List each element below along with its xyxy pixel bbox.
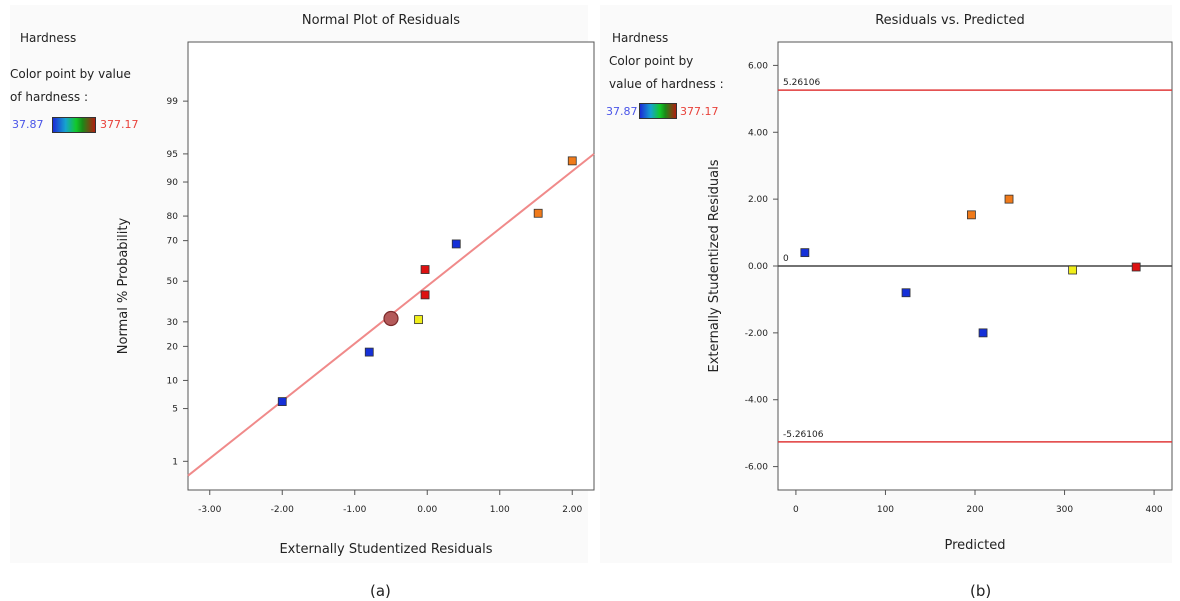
caption-a: (a) [370, 582, 391, 600]
legend-a-max: 377.17 [100, 118, 139, 131]
legend-a-line1: Color point by value [10, 67, 131, 81]
legend-a-min: 37.87 [12, 118, 44, 131]
caption-b: (b) [970, 582, 992, 600]
legend-b-line1: Color point by [609, 54, 694, 68]
legend-b-color-bar [639, 103, 677, 119]
legend-a-color-bar [52, 117, 96, 133]
legend-a-line2: of hardness : [10, 90, 89, 104]
legend-a-title: Hardness [20, 31, 77, 45]
legend-b-line2: value of hardness : [609, 77, 724, 91]
panel-a-background [10, 5, 588, 563]
legend-b-max: 377.17 [680, 105, 719, 118]
legend-b-title: Hardness [612, 31, 669, 45]
legend-b-min: 37.87 [606, 105, 638, 118]
